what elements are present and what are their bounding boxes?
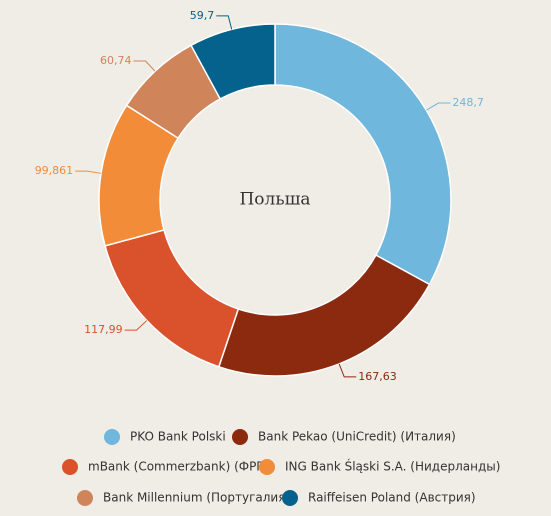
leader-line — [338, 363, 357, 378]
legend-marker — [282, 490, 298, 506]
data-label: 117,99 — [84, 323, 123, 336]
legend-marker — [232, 429, 248, 445]
legend-marker — [77, 490, 93, 506]
slice — [217, 254, 431, 377]
data-label: 248,7 — [452, 96, 484, 109]
slice — [274, 23, 452, 286]
data-label: 167,63 — [358, 370, 397, 383]
leader-line — [426, 102, 451, 111]
slice — [190, 23, 276, 100]
leader-line — [133, 60, 156, 72]
data-label: 60,74 — [100, 54, 132, 67]
legend-label: ING Bank Śląski S.A. (Нидерланды) — [285, 459, 500, 474]
leader-line — [75, 170, 102, 174]
data-label: 59,7 — [190, 9, 215, 22]
legend-label: mBank (Commerzbank) (ФРГ) — [88, 460, 268, 474]
legend-label: Bank Millennium (Португалия) — [103, 491, 290, 505]
data-label: 99,861 — [35, 164, 74, 177]
legend-marker — [259, 459, 275, 475]
legend-label: PKO Bank Polski — [130, 430, 226, 444]
legend-label: Raiffeisen Poland (Австрия) — [308, 491, 476, 505]
legend-marker — [104, 429, 120, 445]
leader-line — [216, 15, 233, 30]
leader-line — [124, 320, 148, 331]
legend-marker — [62, 459, 78, 475]
legend-label: Bank Pekao (UniCredit) (Италия) — [258, 430, 456, 444]
chart-title: Польша — [239, 190, 310, 210]
